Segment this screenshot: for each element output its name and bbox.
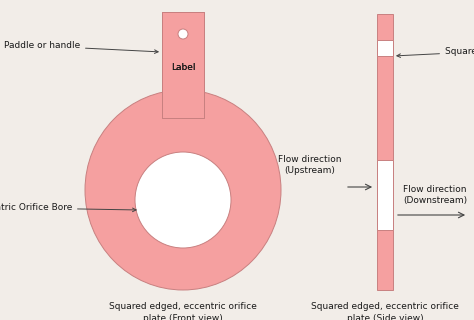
Ellipse shape	[135, 152, 231, 248]
Bar	[377, 14, 393, 290]
Ellipse shape	[85, 90, 281, 290]
Text: Squared edged, eccentric orifice
plate (Front view): Squared edged, eccentric orifice plate (…	[109, 302, 257, 320]
Text: Label: Label	[171, 62, 195, 71]
Text: Squared edged, eccentric orifice
plate (Side view): Squared edged, eccentric orifice plate (…	[311, 302, 459, 320]
Text: Flow direction
(Upstream): Flow direction (Upstream)	[278, 155, 342, 175]
Bar	[377, 40, 393, 56]
Text: Paddle or handle: Paddle or handle	[4, 42, 158, 53]
Ellipse shape	[178, 29, 188, 39]
Text: Label: Label	[171, 62, 195, 71]
Bar	[162, 12, 204, 118]
Bar	[162, 12, 204, 118]
Text: Eccentric Orifice Bore: Eccentric Orifice Bore	[0, 204, 136, 212]
Ellipse shape	[178, 29, 188, 39]
Bar	[377, 160, 393, 230]
Text: Flow direction
(Downstream): Flow direction (Downstream)	[403, 185, 467, 205]
Text: Square edge: Square edge	[397, 47, 474, 57]
